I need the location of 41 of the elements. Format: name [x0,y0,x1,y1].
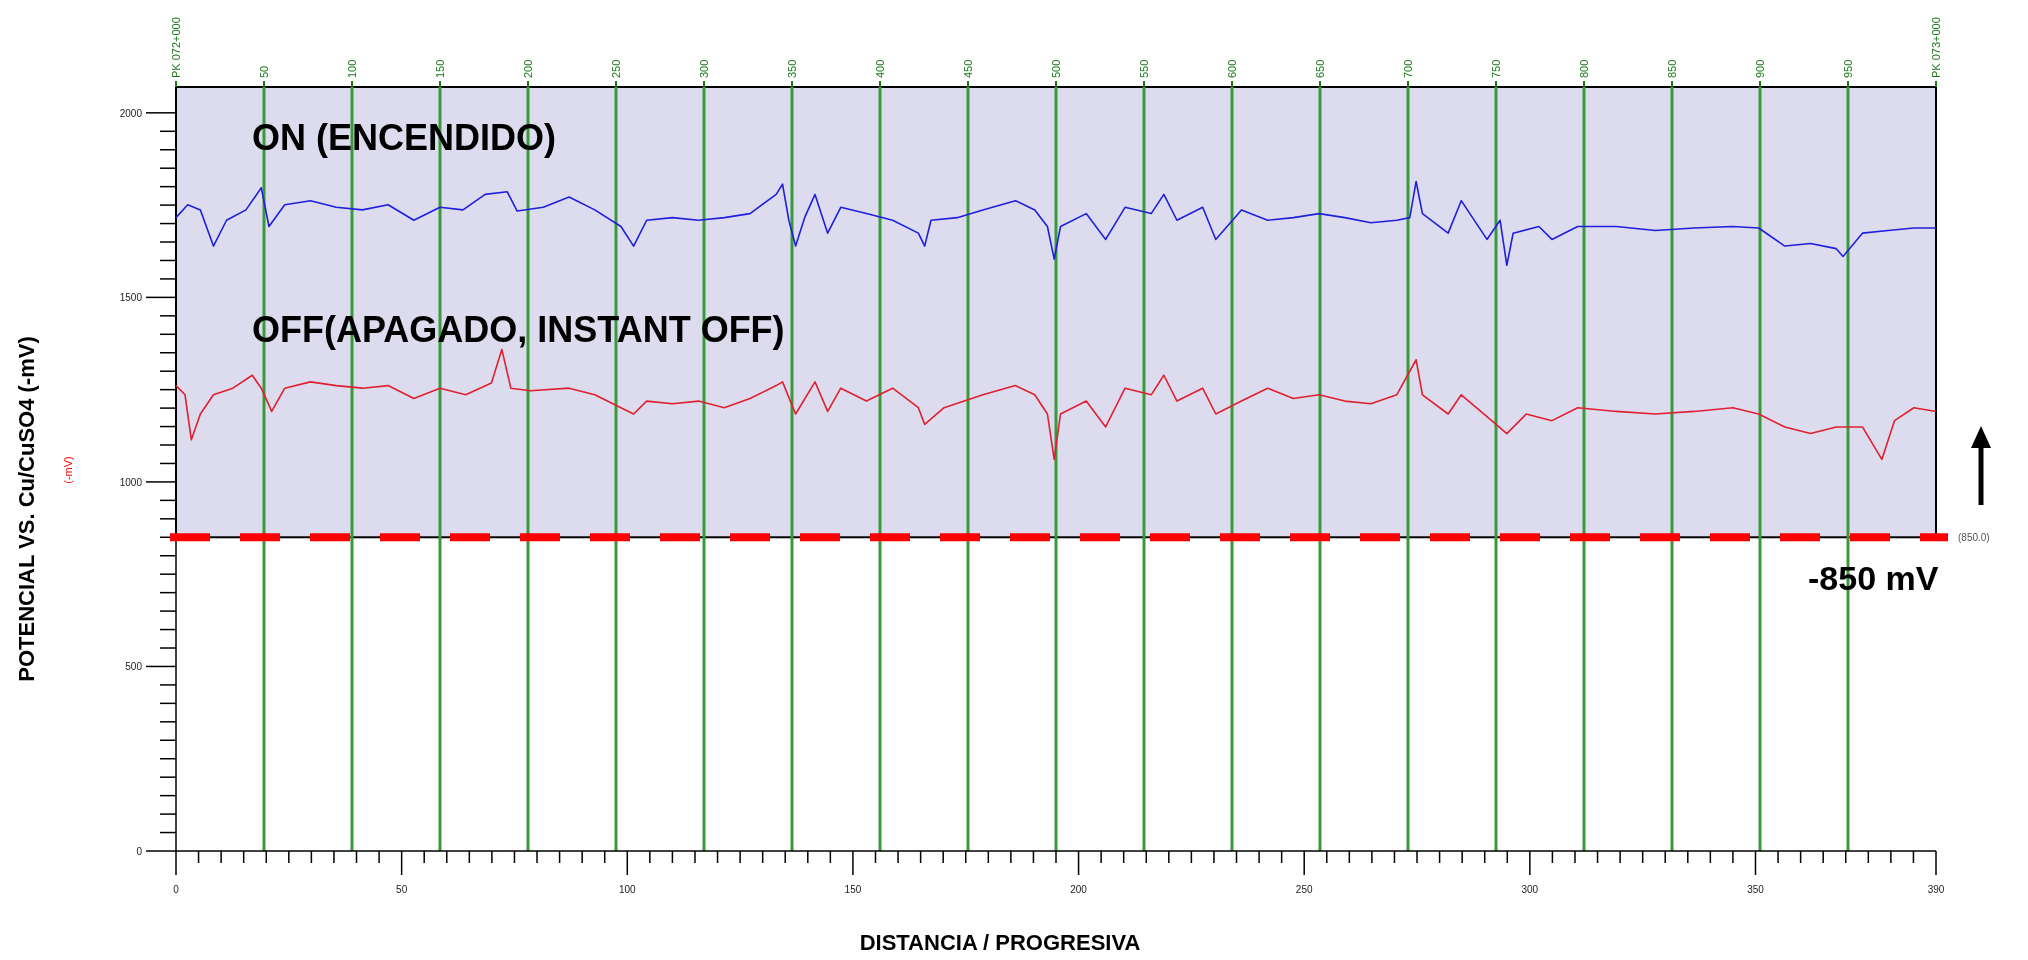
x-tick-label: 50 [396,884,408,895]
x2-tick-label: 50 [258,65,270,78]
y-tick-label: 1500 [119,292,143,304]
x2-tick-label: 900 [1754,59,1766,78]
x-axis-title: DISTANCIA / PROGRESIVA [859,930,1141,955]
x-tick-label: 200 [1070,884,1088,895]
x2-tick-label: 400 [874,59,886,78]
x2-tick-label: 950 [1842,59,1854,78]
x2-tick-label: 300 [698,59,710,78]
x-tick-label: 350 [1747,884,1765,895]
x2-tick-label: 150 [434,59,446,78]
line-series [175,180,1937,267]
y-tick-label: 0 [136,846,143,857]
x-tick-label: 390 [1927,884,1945,895]
x2-tick-label: 200 [522,59,534,78]
x2-tick-label: 450 [962,59,974,78]
y-tick-label: 1000 [119,476,143,488]
y-tick-label: 2000 [119,107,143,119]
x-tick-label: 0 [173,884,180,895]
x2-tick-label: 600 [1226,59,1238,78]
x2-tick-label: 800 [1578,59,1590,78]
x-tick-label: 300 [1521,884,1539,895]
y-tick-label: 500 [125,661,143,673]
ref-line-label: (850.0) [1958,532,1990,544]
x2-tick-label: 250 [610,59,622,78]
line-series [175,348,1937,461]
x2-tick-label: PK 073+000 [1930,17,1942,78]
x2-tick-label: 350 [786,59,798,78]
x2-tick-label: 500 [1050,59,1062,78]
x2-tick-label: 850 [1666,59,1678,78]
x2-tick-label: 550 [1138,59,1150,78]
x2-tick-label: 100 [346,59,358,78]
y-axis-title: POTENCIAL VS. Cu/CuSO4 (-mV) [14,336,39,682]
x2-tick-label: PK 072+000 [170,17,182,78]
x2-tick-label: 650 [1314,59,1326,78]
x2-tick-label: 750 [1490,59,1502,78]
x-tick-label: 100 [618,884,637,895]
x-tick-label: 150 [844,884,862,895]
x2-tick-label: 700 [1402,59,1414,78]
x-tick-label: 250 [1295,884,1313,895]
text: (-mV) [62,456,74,484]
